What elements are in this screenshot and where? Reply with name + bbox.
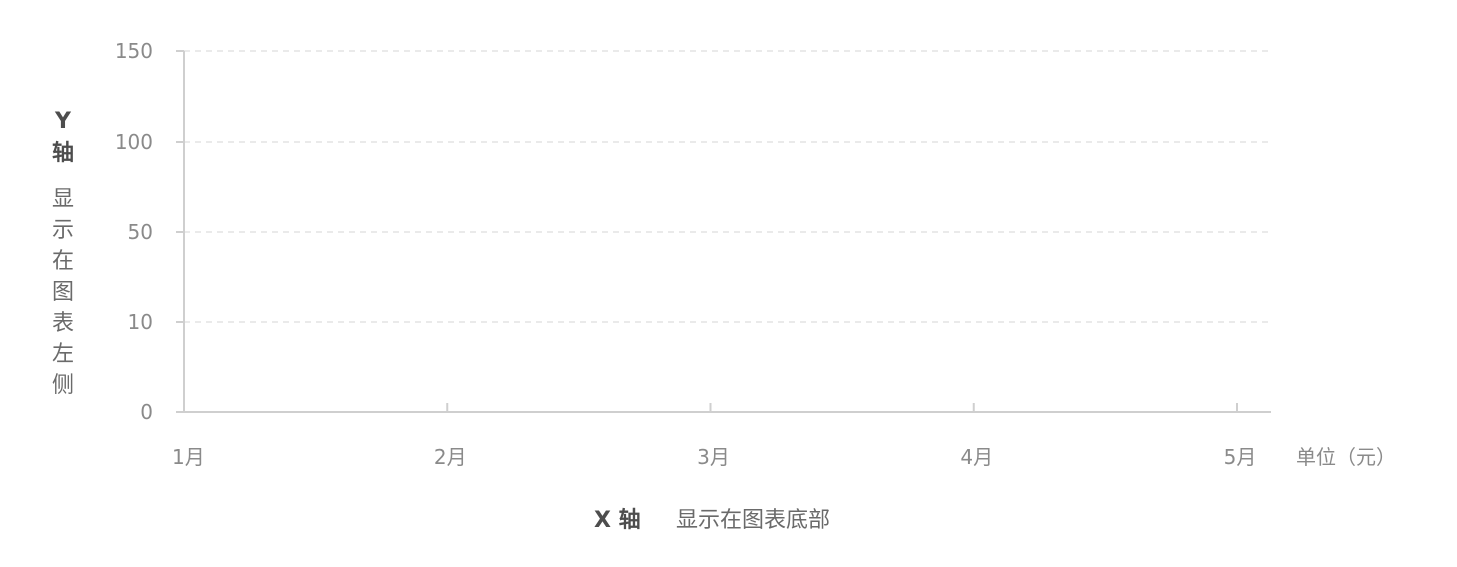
y-ticks: 0 10 50 100 150 bbox=[115, 39, 184, 424]
y-tick-label: 50 bbox=[128, 220, 153, 244]
y-tick-label: 150 bbox=[115, 39, 153, 63]
y-axis-title-char: Y bbox=[54, 109, 72, 134]
x-tick-label: 3月 bbox=[697, 445, 730, 469]
grid-lines bbox=[184, 50, 1271, 323]
x-tick-label: 5月 bbox=[1224, 445, 1257, 469]
y-axis-title-desc-char: 显 bbox=[52, 187, 74, 212]
y-axis-title-desc-char: 表 bbox=[52, 311, 74, 336]
y-tick-label: 0 bbox=[140, 400, 153, 424]
y-axis-title-desc-char: 侧 bbox=[52, 373, 74, 398]
y-tick-label: 10 bbox=[128, 310, 153, 334]
x-axis-title: X 轴 显示在图表底部 bbox=[594, 507, 830, 533]
x-tick-label: 4月 bbox=[960, 445, 993, 469]
y-axis-title-desc-char: 左 bbox=[52, 342, 74, 367]
x-axis-title-description: 显示在图表底部 bbox=[676, 508, 830, 533]
y-axis-title-desc-char: 示 bbox=[52, 218, 74, 243]
x-axis-title-label: X 轴 bbox=[594, 507, 641, 533]
x-tick-label: 1月 bbox=[172, 445, 205, 469]
y-axis-title-desc-char: 在 bbox=[52, 249, 74, 274]
y-axis-title-char: 轴 bbox=[52, 140, 74, 166]
y-axis-title-desc-char: 图 bbox=[52, 280, 74, 305]
x-ticks: 1月 2月 3月 4月 5月 bbox=[172, 403, 1256, 469]
y-tick-label: 100 bbox=[115, 130, 153, 154]
unit-label: 单位（元） bbox=[1296, 445, 1396, 469]
x-tick-label: 2月 bbox=[434, 445, 467, 469]
